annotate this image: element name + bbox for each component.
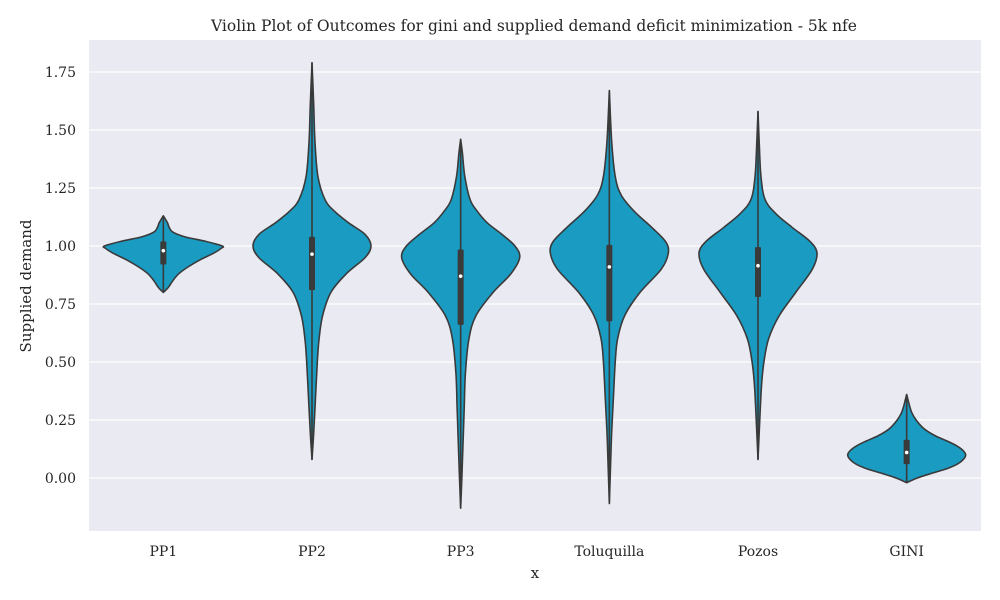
violin-median — [161, 248, 166, 253]
y-tick-label: 1.75 — [45, 65, 76, 81]
x-tick-label: PP1 — [149, 544, 177, 560]
y-axis-label: Supplied demand — [17, 219, 35, 352]
x-tick-label: PP3 — [447, 544, 475, 560]
violin-pozos — [698, 110, 818, 461]
violin-pp3 — [400, 138, 521, 509]
violin-iqr-box — [755, 247, 761, 298]
violin-median — [310, 252, 314, 256]
violin-gini — [846, 393, 967, 484]
y-tick-label: 1.50 — [45, 123, 76, 139]
chart-title: Violin Plot of Outcomes for gini and sup… — [210, 17, 857, 35]
x-tick-label: GINI — [889, 544, 924, 560]
violin-iqr-box — [457, 249, 464, 325]
violin-toluquilla — [549, 89, 670, 505]
x-tick-label: Pozos — [738, 544, 778, 560]
y-tick-label: 0.00 — [45, 471, 76, 487]
violins-group — [102, 61, 967, 509]
plot-area — [89, 40, 981, 531]
violin-median — [904, 450, 909, 455]
violin-median — [756, 263, 760, 268]
y-tick-label: 0.50 — [45, 355, 76, 371]
x-axis-label: x — [531, 564, 540, 582]
violin-median — [458, 274, 463, 278]
x-tick-label: PP2 — [298, 544, 326, 560]
violin-iqr-box — [309, 236, 315, 291]
violin-iqr-box — [160, 241, 167, 265]
y-tick-label: 0.75 — [45, 297, 76, 313]
x-tick-label: Toluquilla — [574, 544, 644, 560]
y-gridlines — [89, 71, 981, 479]
x-tick-labels: PP1 PP2 PP3 Toluquilla Pozos GINI — [149, 544, 923, 560]
y-tick-labels: 0.00 0.25 0.50 0.75 1.00 1.25 1.50 1.75 — [45, 65, 76, 487]
violin-iqr-box — [606, 244, 613, 322]
y-tick-label: 1.25 — [45, 181, 76, 197]
violin-median — [607, 265, 612, 269]
violin-pp1 — [102, 215, 225, 294]
y-tick-label: 0.25 — [45, 413, 76, 429]
violin-pp2 — [252, 61, 372, 461]
y-tick-label: 1.00 — [45, 239, 76, 255]
